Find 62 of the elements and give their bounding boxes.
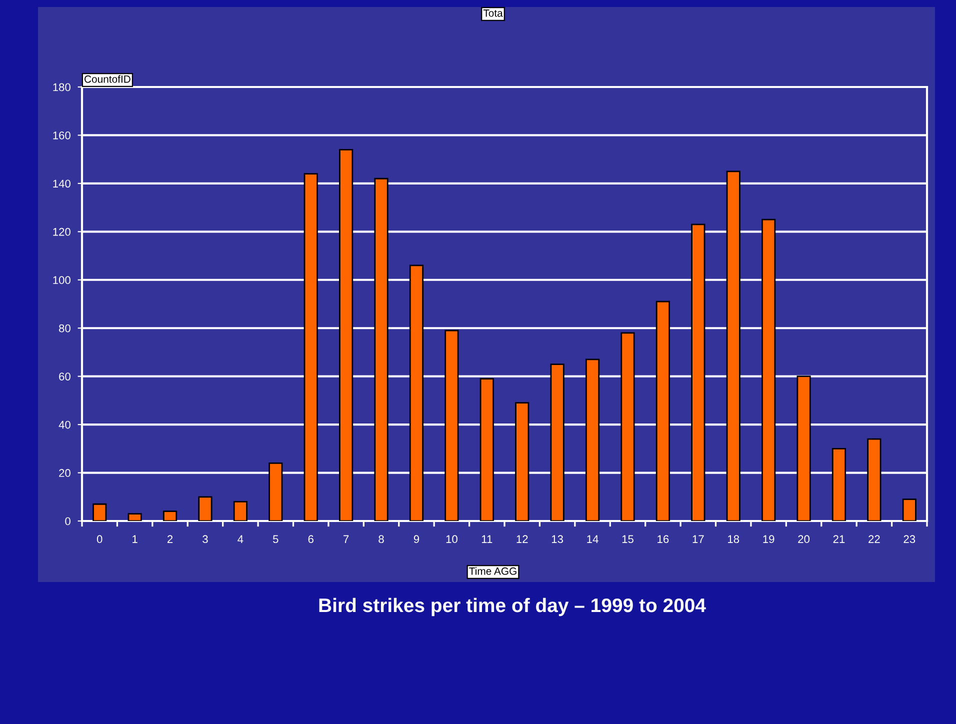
x-tick-label: 10 [446, 535, 458, 544]
bar [762, 218, 776, 521]
y-tick-label: 140 [53, 180, 70, 188]
y-tick-label: 120 [53, 228, 70, 236]
x-tick-label: 1 [132, 535, 138, 543]
y-axis-title: CountofID [84, 75, 130, 83]
x-tick-label: 17 [692, 535, 704, 543]
bar [374, 178, 388, 521]
x-tick-label: 16 [658, 535, 669, 544]
x-tick-label: 18 [728, 535, 740, 544]
text: Bird strikes per time of day – 1999 to 2004 [319, 598, 706, 616]
x-tick-label: 22 [868, 535, 880, 543]
bar [585, 358, 600, 521]
x-tick-label: 8 [378, 535, 384, 544]
bar [515, 402, 530, 521]
x-tick-label: 5 [273, 535, 278, 544]
x-tick-label: 21 [833, 535, 845, 543]
y-tick-label: 0 [65, 517, 70, 526]
x-tick-label: 23 [904, 535, 916, 544]
x-tick-label: 12 [516, 535, 528, 543]
x-tick-label: 2 [167, 535, 173, 543]
bar [409, 264, 424, 521]
bar [198, 496, 212, 521]
y-tick-label: 60 [59, 372, 70, 380]
bar [92, 503, 107, 521]
x-tick-label: 4 [238, 535, 244, 543]
x-tick-label: 20 [798, 535, 810, 544]
y-tick-label: 20 [59, 469, 70, 477]
x-axis-title: Time AGG [469, 567, 516, 575]
x-tick-label: 11 [482, 535, 492, 543]
x-tick-label: 3 [202, 535, 208, 544]
y-tick-label: 180 [53, 83, 70, 92]
bar [620, 332, 635, 521]
x-tick-label: 14 [587, 535, 598, 543]
bar [867, 438, 882, 521]
bar [339, 148, 354, 521]
bar [656, 300, 670, 521]
y-tick-label: 80 [59, 324, 70, 332]
bar [550, 364, 564, 521]
x-tick-label: 7 [344, 535, 349, 543]
bar [832, 448, 846, 521]
x-tick-label: 0 [96, 535, 102, 544]
y-tick-label: 40 [58, 420, 70, 429]
bar [691, 224, 706, 521]
bar [726, 170, 740, 521]
bar [902, 498, 916, 521]
x-tick-label: 9 [414, 535, 420, 544]
y-tick-label: 160 [53, 131, 70, 140]
bar [480, 378, 494, 521]
bar [304, 173, 318, 521]
x-tick-label: 13 [552, 535, 564, 544]
bar [444, 330, 459, 521]
bar [268, 462, 283, 521]
bar [796, 376, 811, 521]
x-tick-label: 19 [763, 535, 774, 544]
bar [233, 501, 248, 521]
x-tick-label: 6 [308, 535, 314, 544]
chart-title: Tota [483, 10, 503, 17]
bar [162, 510, 178, 521]
bar [128, 513, 142, 521]
x-tick-label: 15 [622, 535, 634, 544]
y-tick-label: 100 [53, 276, 70, 284]
